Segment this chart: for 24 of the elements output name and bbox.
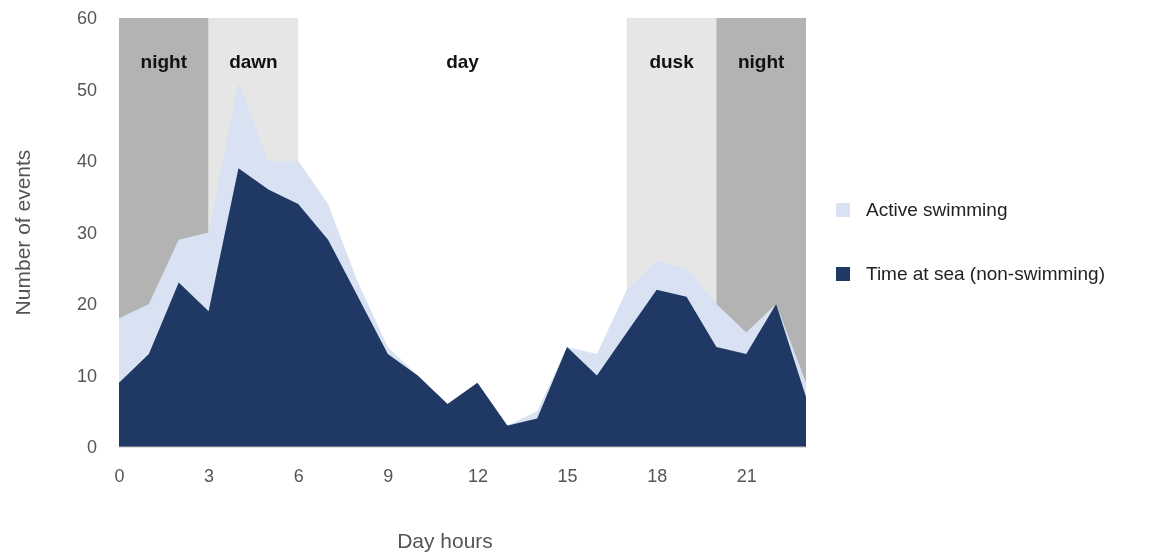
band-label: dusk [649, 51, 695, 72]
x-tick-label: 0 [114, 465, 125, 486]
y-tick-label: 60 [76, 8, 97, 29]
y-axis-title: Number of events [11, 149, 34, 316]
x-axis-title: Day hours [397, 529, 493, 552]
x-tick-label: 12 [467, 465, 488, 486]
y-tick-label: 0 [86, 437, 97, 458]
legend-label: Time at sea (non-swimming) [866, 263, 1105, 284]
band-label: night [140, 51, 188, 72]
y-tick-label: 20 [76, 294, 97, 315]
annotation: day [446, 51, 480, 72]
band-label: night [737, 51, 786, 72]
y-tick-label: 10 [76, 365, 97, 386]
y-tick-label: 50 [76, 79, 97, 100]
x-tick-label: 6 [293, 465, 304, 486]
band-label: dawn [229, 51, 278, 72]
legend-label: Active swimming [866, 199, 1008, 220]
x-tick-label: 18 [647, 465, 668, 486]
x-tick-label: 9 [383, 465, 394, 486]
x-tick-label: 15 [557, 465, 578, 486]
y-tick-label: 30 [76, 222, 97, 243]
y-tick-label: 40 [76, 151, 97, 172]
x-tick-label: 21 [736, 465, 757, 486]
x-tick-label: 3 [204, 465, 215, 486]
